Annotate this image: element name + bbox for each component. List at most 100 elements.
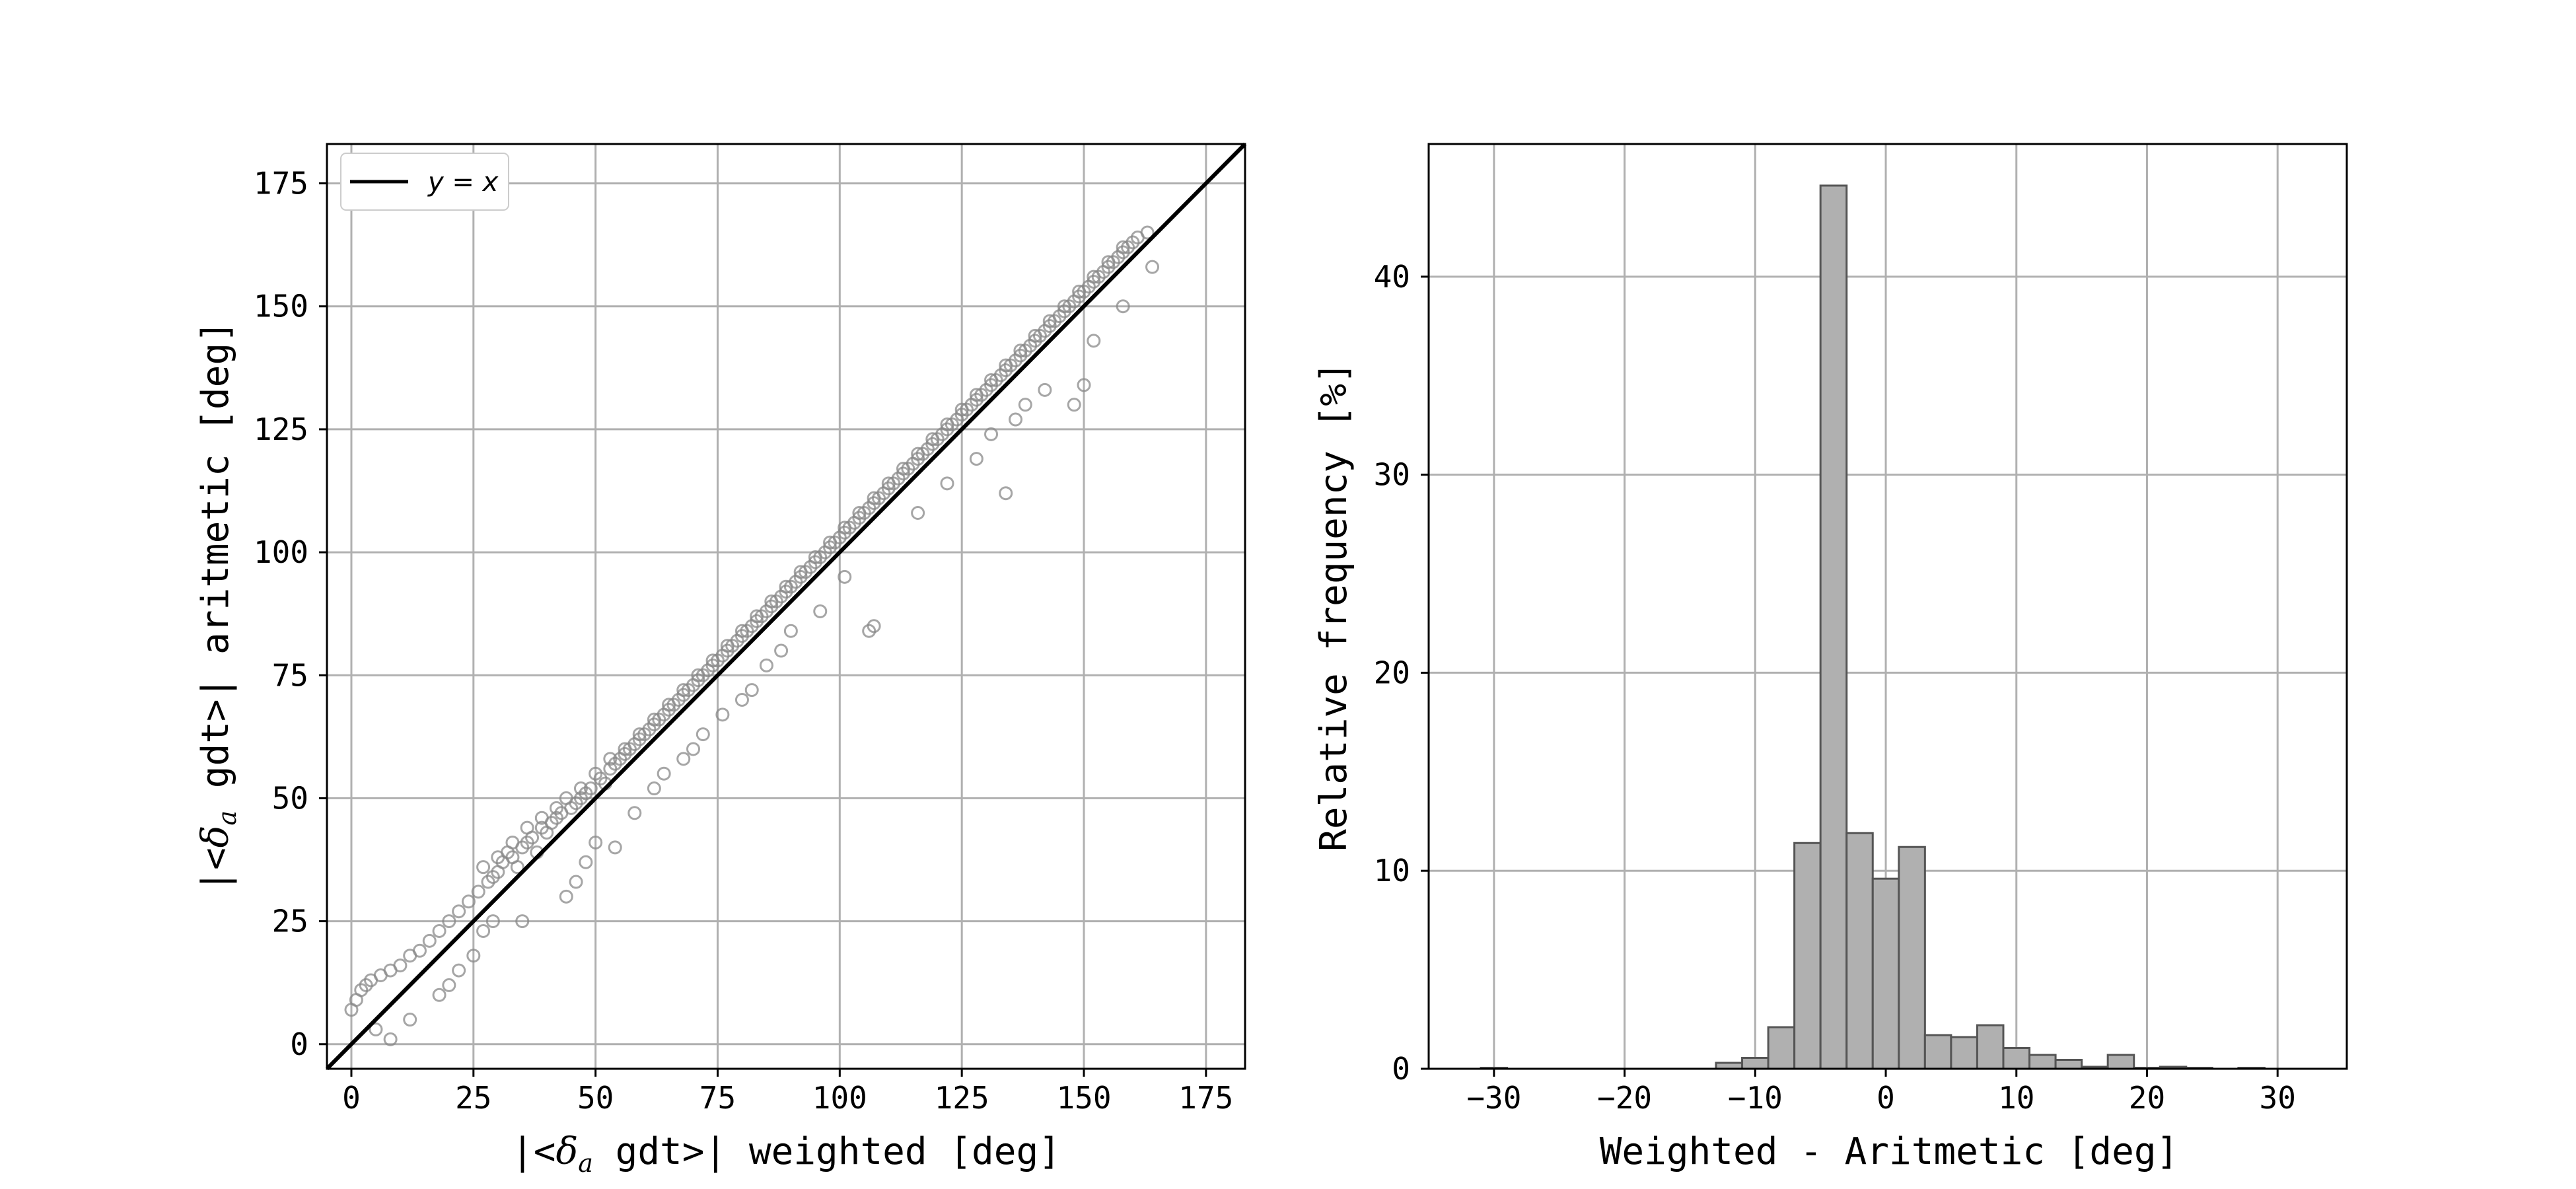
scatter-point — [813, 604, 828, 618]
scatter-point — [754, 609, 769, 624]
scatter-point — [862, 624, 877, 638]
scatter-point — [720, 639, 734, 653]
scatter-point — [1042, 314, 1057, 328]
scatter-x-tick-label: 0 — [342, 1080, 361, 1116]
scatter-point — [725, 639, 740, 653]
scatter-point — [412, 943, 427, 958]
histogram-plot-frame — [1427, 143, 2348, 1070]
scatter-point — [647, 712, 661, 727]
histogram-bar — [1845, 832, 1874, 1070]
histogram-y-tick-label: 40 — [1374, 259, 1410, 295]
scatter-point — [793, 569, 808, 584]
scatter-point — [969, 452, 984, 466]
histogram-y-axis-label: Relative frequency [%] — [1312, 361, 1355, 851]
scatter-point — [520, 820, 534, 835]
histogram-bar — [1767, 1026, 1796, 1070]
scatter-point — [686, 742, 701, 756]
scatter-point — [911, 452, 925, 466]
scatter-point — [505, 835, 520, 849]
histogram-bar — [2002, 1047, 2031, 1070]
scatter-x-axis-label: |<δa gdt>| weighted [deg] — [511, 1130, 1061, 1178]
scatter-point — [520, 835, 534, 849]
scatter-point — [808, 550, 822, 565]
scatter-ticks: 0 25 50 75 100 125 150 175 0 25 50 75 100 125 150 175 — [254, 166, 1233, 1116]
scatter-point — [579, 855, 593, 869]
scatter-point — [369, 1022, 383, 1036]
scatter-point — [1087, 275, 1101, 289]
scatter-point — [901, 461, 915, 476]
histogram-bar — [1976, 1024, 2005, 1070]
scatter-point — [618, 746, 632, 761]
scatter-point — [432, 923, 447, 938]
scatter-point — [969, 392, 984, 407]
histogram-x-tick-label: −30 — [1466, 1080, 1521, 1116]
scatter-point — [471, 884, 485, 899]
scatter-point — [666, 698, 681, 712]
scatter-point — [750, 609, 764, 624]
scatter-point — [881, 476, 896, 491]
scatter-point — [984, 373, 999, 387]
scatter-point — [852, 511, 867, 525]
scatter-point — [603, 752, 618, 766]
scatter-point — [1067, 398, 1081, 412]
histogram-bar — [2028, 1054, 2057, 1070]
scatter-x-tick-label: 50 — [577, 1080, 614, 1116]
histogram-gridlines — [1429, 144, 2347, 1070]
scatter-points — [344, 225, 1160, 1046]
legend-label: y = x — [427, 167, 499, 198]
scatter-point — [852, 506, 867, 521]
scatter-point — [867, 491, 881, 505]
histogram-ticks: −30 −20 −10 0 10 20 30 0 10 20 30 40 — [1374, 259, 2296, 1116]
scatter-x-tick-label: 175 — [1178, 1080, 1233, 1116]
histogram-y-tick-label: 10 — [1374, 853, 1410, 888]
scatter-point — [930, 432, 945, 447]
histogram-bar — [2106, 1054, 2135, 1070]
histogram-y-tick-label: 0 — [1392, 1051, 1410, 1087]
scatter-plot-frame — [326, 143, 1246, 1070]
scatter-point — [696, 727, 710, 742]
scatter-y-tick-label: 125 — [254, 412, 308, 447]
scatter-point — [1013, 343, 1028, 358]
scatter-point — [485, 914, 500, 929]
scatter-point — [1009, 412, 1022, 427]
scatter-point — [676, 752, 691, 766]
scatter-x-tick-label: 75 — [699, 1080, 736, 1116]
histogram-y-tick-label: 20 — [1374, 655, 1410, 690]
scatter-point — [1116, 240, 1130, 254]
scatter-point — [618, 742, 632, 756]
scatter-point — [569, 875, 583, 889]
scatter-point — [534, 811, 549, 825]
histogram-bar — [1819, 184, 1848, 1070]
scatter-point — [632, 727, 647, 742]
scatter-y-axis-label: |<δa gdt>| aritmetic [deg] — [194, 320, 242, 892]
scatter-point — [383, 1032, 398, 1046]
histogram-y-tick-label: 30 — [1374, 457, 1410, 493]
scatter-point — [1106, 255, 1120, 270]
histogram-x-axis-label: Weighted - Aritmetic [deg] — [1600, 1130, 2179, 1173]
scatter-gridlines — [327, 144, 1245, 1069]
scatter-y-tick-label: 150 — [254, 289, 308, 324]
scatter-point — [510, 860, 524, 875]
scatter-point — [432, 988, 447, 1002]
scatter-point — [744, 683, 759, 698]
scatter-point — [779, 579, 793, 594]
histogram-panel: −30 −20 −10 0 10 20 30 0 10 20 30 40 Weighted - Ari… — [1312, 143, 2348, 1173]
scatter-point — [1140, 225, 1155, 240]
histogram-x-tick-label: −10 — [1728, 1080, 1783, 1116]
legend-box — [340, 153, 509, 211]
scatter-point — [637, 727, 652, 742]
scatter-point — [960, 402, 974, 417]
scatter-point — [838, 521, 852, 535]
histogram-x-tick-label: 10 — [1998, 1080, 2034, 1116]
scatter-point — [1077, 284, 1091, 299]
scatter-point — [734, 624, 749, 638]
scatter-point — [422, 933, 437, 948]
scatter-point — [1057, 299, 1071, 314]
scatter-point — [896, 461, 910, 476]
scatter-point — [550, 811, 563, 825]
scatter-point — [1077, 378, 1091, 392]
scatter-x-tick-label: 150 — [1056, 1080, 1111, 1116]
scatter-point — [1028, 328, 1042, 343]
scatter-point — [734, 629, 749, 643]
scatter-point — [911, 506, 925, 521]
